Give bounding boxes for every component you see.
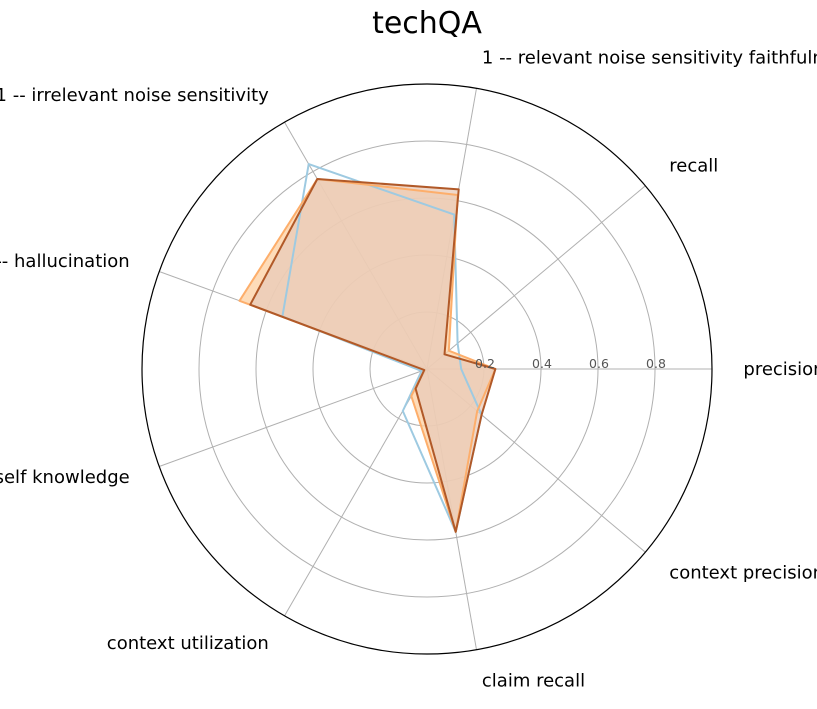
axis-label-2: recall (669, 156, 718, 177)
axis-label-9: context precision (669, 562, 817, 583)
axis-label-7: context utilization (107, 633, 269, 654)
outer-circle (141, 83, 713, 655)
series-lines (238, 163, 497, 533)
chart-title: techQA (372, 6, 482, 41)
series-3-area (250, 179, 496, 532)
axis-label-6: self knowledge (0, 467, 130, 488)
radial-tick-labels: 0.2 0.4 0.6 0.8 (475, 356, 666, 371)
spoke-6 (159, 368, 428, 467)
axis-label-4: 1 -- irrelevant noise sensitivity (0, 85, 269, 106)
rtick-label-2: 0.4 (532, 356, 552, 371)
series-fills (239, 179, 496, 532)
rtick-label-3: 0.6 (589, 356, 609, 371)
axis-label-3: 1 -- relevant noise sensitivity faithful… (482, 48, 817, 69)
axis-label-8: claim recall (482, 671, 585, 692)
axis-labels: precision recall 1 -- relevant noise sensi… (0, 48, 817, 692)
outer-frame (141, 83, 713, 655)
rtick-label-1: 0.2 (475, 356, 495, 371)
axis-label-1: precision (743, 359, 817, 380)
series-3-line (249, 178, 497, 533)
spoke-2 (426, 185, 646, 370)
axis-label-5: 1 -- hallucination (0, 251, 130, 272)
rtick-label-4: 0.8 (646, 356, 666, 371)
